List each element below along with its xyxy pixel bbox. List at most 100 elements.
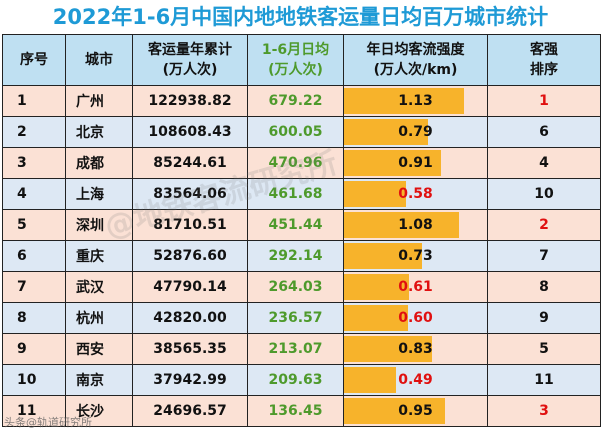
cell-daily: 461.68 <box>247 178 344 210</box>
table-row: 11 长沙 24696.57 136.45 0.95 3 <box>2 395 601 427</box>
intensity-value: 0.95 <box>398 403 433 419</box>
intensity-bar <box>344 150 441 176</box>
cell-city: 广州 <box>65 85 133 117</box>
intensity-bar <box>344 243 422 269</box>
cell-total: 52876.60 <box>132 240 248 272</box>
cell-index: 6 <box>2 240 66 272</box>
cell-rank: 6 <box>487 116 601 148</box>
cell-index: 5 <box>2 209 66 241</box>
cell-rank: 10 <box>487 178 601 210</box>
cell-city: 西安 <box>65 333 133 365</box>
intensity-value: 0.58 <box>398 186 433 202</box>
cell-daily: 264.03 <box>247 271 344 303</box>
cell-city: 南京 <box>65 364 133 396</box>
intensity-value: 1.08 <box>398 217 433 233</box>
header-total: 客运量年累计 (万人次) <box>132 34 248 86</box>
cell-daily: 209.63 <box>247 364 344 396</box>
header-rank: 客强 排序 <box>487 34 601 86</box>
cell-intensity: 0.91 <box>343 147 488 179</box>
cell-intensity: 0.60 <box>343 302 488 334</box>
cell-city: 杭州 <box>65 302 133 334</box>
header-rank-line1: 客强 <box>530 42 558 58</box>
cell-intensity: 0.49 <box>343 364 488 396</box>
header-total-line1: 客运量年累计 <box>148 42 232 58</box>
cell-intensity: 0.83 <box>343 333 488 365</box>
cell-intensity: 0.95 <box>343 395 488 427</box>
cell-index: 7 <box>2 271 66 303</box>
table-row: 6 重庆 52876.60 292.14 0.73 7 <box>2 240 601 272</box>
cell-index: 4 <box>2 178 66 210</box>
cell-rank: 5 <box>487 333 601 365</box>
intensity-bar <box>344 274 409 300</box>
cell-total: 37942.99 <box>132 364 248 396</box>
header-city: 城市 <box>65 34 133 86</box>
cell-daily: 470.96 <box>247 147 344 179</box>
intensity-value: 0.79 <box>398 124 433 140</box>
header-total-line2: (万人次) <box>162 62 218 78</box>
cell-total: 83564.06 <box>132 178 248 210</box>
cell-rank: 8 <box>487 271 601 303</box>
cell-index: 3 <box>2 147 66 179</box>
cell-total: 38565.35 <box>132 333 248 365</box>
table-row: 3 成都 85244.61 470.96 0.91 4 <box>2 147 601 179</box>
header-daily: 1-6月日均 (万人次) <box>247 34 344 86</box>
cell-intensity: 1.08 <box>343 209 488 241</box>
table-row: 4 上海 83564.06 461.68 0.58 10 <box>2 178 601 210</box>
cell-total: 108608.43 <box>132 116 248 148</box>
cell-city: 成都 <box>65 147 133 179</box>
header-intensity-line1: 年日均客流强度 <box>366 42 465 58</box>
metro-ridership-table: 序号 城市 客运量年累计 (万人次) 1-6月日均 (万人次) 年日均客流强度 (万人… <box>2 34 601 427</box>
header-rank-line2: 排序 <box>530 62 558 78</box>
intensity-bar <box>344 336 432 362</box>
cell-daily: 292.14 <box>247 240 344 272</box>
intensity-bar <box>344 119 428 145</box>
intensity-value: 1.13 <box>398 93 433 109</box>
cell-intensity: 0.79 <box>343 116 488 148</box>
cell-index: 11 <box>2 395 66 427</box>
table-row: 5 深圳 81710.51 451.44 1.08 2 <box>2 209 601 241</box>
intensity-bar <box>344 88 464 114</box>
cell-city: 上海 <box>65 178 133 210</box>
header-index: 序号 <box>2 34 66 86</box>
table-row: 9 西安 38565.35 213.07 0.83 5 <box>2 333 601 365</box>
intensity-bar <box>344 398 445 424</box>
intensity-bar <box>344 212 459 238</box>
cell-index: 2 <box>2 116 66 148</box>
cell-daily: 679.22 <box>247 85 344 117</box>
intensity-value: 0.91 <box>398 155 433 171</box>
table-row: 7 武汉 47790.14 264.03 0.61 8 <box>2 271 601 303</box>
cell-rank: 3 <box>487 395 601 427</box>
cell-intensity: 0.58 <box>343 178 488 210</box>
cell-daily: 451.44 <box>247 209 344 241</box>
header-intensity-line2: (万人次/km) <box>373 62 458 78</box>
intensity-value: 0.61 <box>398 279 433 295</box>
cell-city: 北京 <box>65 116 133 148</box>
cell-intensity: 0.61 <box>343 271 488 303</box>
cell-rank: 1 <box>487 85 601 117</box>
cell-rank: 9 <box>487 302 601 334</box>
table-row: 8 杭州 42820.00 236.57 0.60 9 <box>2 302 601 334</box>
cell-index: 9 <box>2 333 66 365</box>
header-row: 序号 城市 客运量年累计 (万人次) 1-6月日均 (万人次) 年日均客流强度 (万人… <box>2 34 601 86</box>
table-row: 2 北京 108608.43 600.05 0.79 6 <box>2 116 601 148</box>
intensity-value: 0.83 <box>398 341 433 357</box>
intensity-bar <box>344 367 396 393</box>
header-intensity: 年日均客流强度 (万人次/km) <box>343 34 488 86</box>
intensity-bar <box>344 305 408 331</box>
cell-city: 重庆 <box>65 240 133 272</box>
header-daily-line1: 1-6月日均 <box>261 42 330 58</box>
intensity-value: 0.49 <box>398 372 433 388</box>
header-daily-line2: (万人次) <box>268 62 323 78</box>
cell-daily: 136.45 <box>247 395 344 427</box>
cell-intensity: 0.73 <box>343 240 488 272</box>
cell-intensity: 1.13 <box>343 85 488 117</box>
cell-total: 81710.51 <box>132 209 248 241</box>
cell-rank: 11 <box>487 364 601 396</box>
cell-index: 1 <box>2 85 66 117</box>
cell-total: 85244.61 <box>132 147 248 179</box>
page-title: 2022年1-6月中国内地地铁客运量日均百万城市统计 <box>52 5 549 29</box>
cell-city: 武汉 <box>65 271 133 303</box>
cell-total: 47790.14 <box>132 271 248 303</box>
cell-city: 长沙 <box>65 395 133 427</box>
watermark-corner: 头条@轨道研究所 <box>4 416 92 429</box>
